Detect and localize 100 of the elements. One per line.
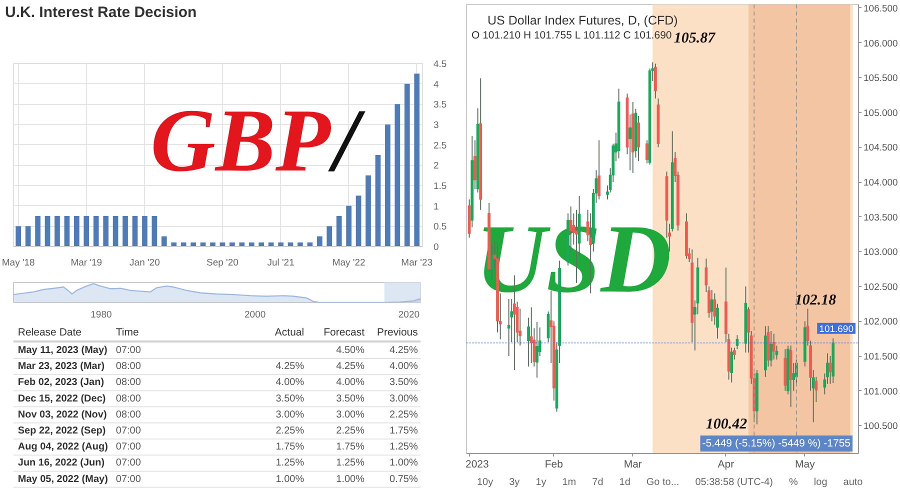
category-label: Time <box>116 326 140 338</box>
category-label: Previous <box>377 326 418 338</box>
x-tick-label: May <box>795 458 816 470</box>
x-tick-label: Mar <box>624 458 642 470</box>
candlestick <box>507 298 510 357</box>
y-tick-label: 104.000 <box>864 178 898 189</box>
bar <box>25 226 31 246</box>
bar <box>112 216 118 246</box>
text: 3.00% <box>390 393 418 404</box>
x-tick-label: May '22 <box>332 258 366 268</box>
category-label: Forecast <box>324 326 365 338</box>
x-tick-label: 1980 <box>90 310 112 320</box>
text: 1.00% <box>390 458 418 469</box>
bar <box>84 216 90 246</box>
text: Dec 15, 2022 (Dec) <box>18 393 106 404</box>
candlestick <box>530 306 533 364</box>
text: 1m <box>562 476 576 489</box>
y-tick-label: 104.500 <box>864 142 898 154</box>
text: 4.00% <box>276 377 304 388</box>
x-tick-label: Apr <box>718 458 735 470</box>
y-tick-label: 4.5 <box>434 59 447 70</box>
text: 1.75% <box>390 426 418 436</box>
x-tick-label: Mar '19 <box>70 258 102 268</box>
y-tick-label: 102.000 <box>864 316 898 328</box>
y-tick-label: 2 <box>434 160 439 172</box>
x-tick-label: Jan '20 <box>130 258 160 268</box>
text: 3.50% <box>390 377 418 388</box>
bar <box>414 74 420 246</box>
bar <box>16 226 22 246</box>
text: Aug 04, 2022 (Aug) <box>18 442 108 453</box>
candlestick <box>654 63 657 99</box>
text: 4.00% <box>390 361 418 372</box>
text: 2.25% <box>336 426 364 436</box>
text: 07:00 <box>116 442 141 453</box>
y-tick-label: 106.500 <box>864 3 898 14</box>
candlestick <box>536 321 538 378</box>
y-tick-label: 105.000 <box>864 108 898 119</box>
text: 1.75% <box>336 442 364 453</box>
text: Feb 02, 2023 (Jan) <box>18 377 104 388</box>
bar <box>326 226 332 246</box>
text: Sep 22, 2022 (Sep) <box>18 426 106 436</box>
x-tick-label: Mar '23 <box>401 258 433 268</box>
category-label: Release Date <box>18 326 82 338</box>
text: 2.25% <box>390 409 418 420</box>
y-tick-label: 106.000 <box>864 38 898 50</box>
bar <box>366 175 371 246</box>
y-tick-label: 100.500 <box>864 421 898 432</box>
bar <box>44 216 50 246</box>
y-tick-label: 103.500 <box>864 212 898 224</box>
bar <box>356 196 362 246</box>
annotation: -5.449 (-5.15%) -5449 %) -1755 <box>702 438 851 450</box>
candlestick <box>628 114 632 171</box>
y-tick-label: 3 <box>434 120 439 131</box>
text: 1.75% <box>276 442 304 453</box>
text: 4.25% <box>336 361 364 372</box>
text: 07:00 <box>116 474 141 485</box>
text: May 05, 2022 (May) <box>18 474 108 485</box>
bar <box>316 236 322 246</box>
text: Mar 23, 2023 (Mar) <box>18 361 105 372</box>
text: 08:00 <box>116 409 141 420</box>
annotation: 100.42 <box>706 416 748 432</box>
text: 07:00 <box>116 345 141 356</box>
y-tick-label: 101.000 <box>864 386 898 398</box>
text: 3y <box>509 476 520 489</box>
text: 3.50% <box>336 393 364 404</box>
text: 4.00% <box>336 377 364 388</box>
bar <box>385 124 390 246</box>
text: 4.25% <box>390 345 418 356</box>
bar <box>142 216 148 246</box>
text: 3.50% <box>276 393 304 404</box>
text: 7d <box>592 476 604 489</box>
text: 0.75% <box>390 474 418 485</box>
text: 1.00% <box>336 474 364 485</box>
y-tick-label: 4 <box>434 79 439 90</box>
x-tick-label: Feb <box>544 458 564 470</box>
candlestick <box>770 330 773 367</box>
text: % <box>789 476 798 489</box>
y-tick-label: 102.500 <box>864 282 898 293</box>
bar <box>74 216 80 246</box>
bar <box>152 216 158 246</box>
text: 08:00 <box>116 377 141 388</box>
ref-line-label: 101.690 <box>819 324 854 335</box>
candlestick <box>598 140 600 200</box>
bar <box>54 216 60 246</box>
text: Jun 16, 2022 (Jun) <box>18 458 105 469</box>
bar <box>161 236 167 246</box>
bar <box>35 216 40 246</box>
bar <box>404 84 410 246</box>
bar <box>64 216 70 246</box>
text: 3.00% <box>276 409 304 420</box>
bar <box>336 216 342 246</box>
bar <box>346 206 352 246</box>
x-tick-label: Jul '21 <box>267 258 294 268</box>
text: 1.25% <box>276 458 304 469</box>
y-tick-label: 101.500 <box>864 352 898 363</box>
x-tick-label: May '18 <box>2 258 35 268</box>
text: O 101.210 H 101.755 L 101.112 C 101.690 <box>472 30 672 42</box>
text: 07:00 <box>116 458 141 469</box>
text: 10y <box>477 476 494 489</box>
category-label: Actual <box>274 326 304 338</box>
